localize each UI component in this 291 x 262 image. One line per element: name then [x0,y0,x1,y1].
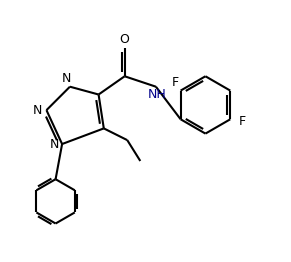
Text: N: N [61,72,71,85]
Text: F: F [172,76,179,89]
Text: F: F [238,115,246,128]
Text: N: N [33,104,42,117]
Text: N: N [50,138,59,151]
Text: NH: NH [148,88,167,101]
Text: O: O [120,33,129,46]
